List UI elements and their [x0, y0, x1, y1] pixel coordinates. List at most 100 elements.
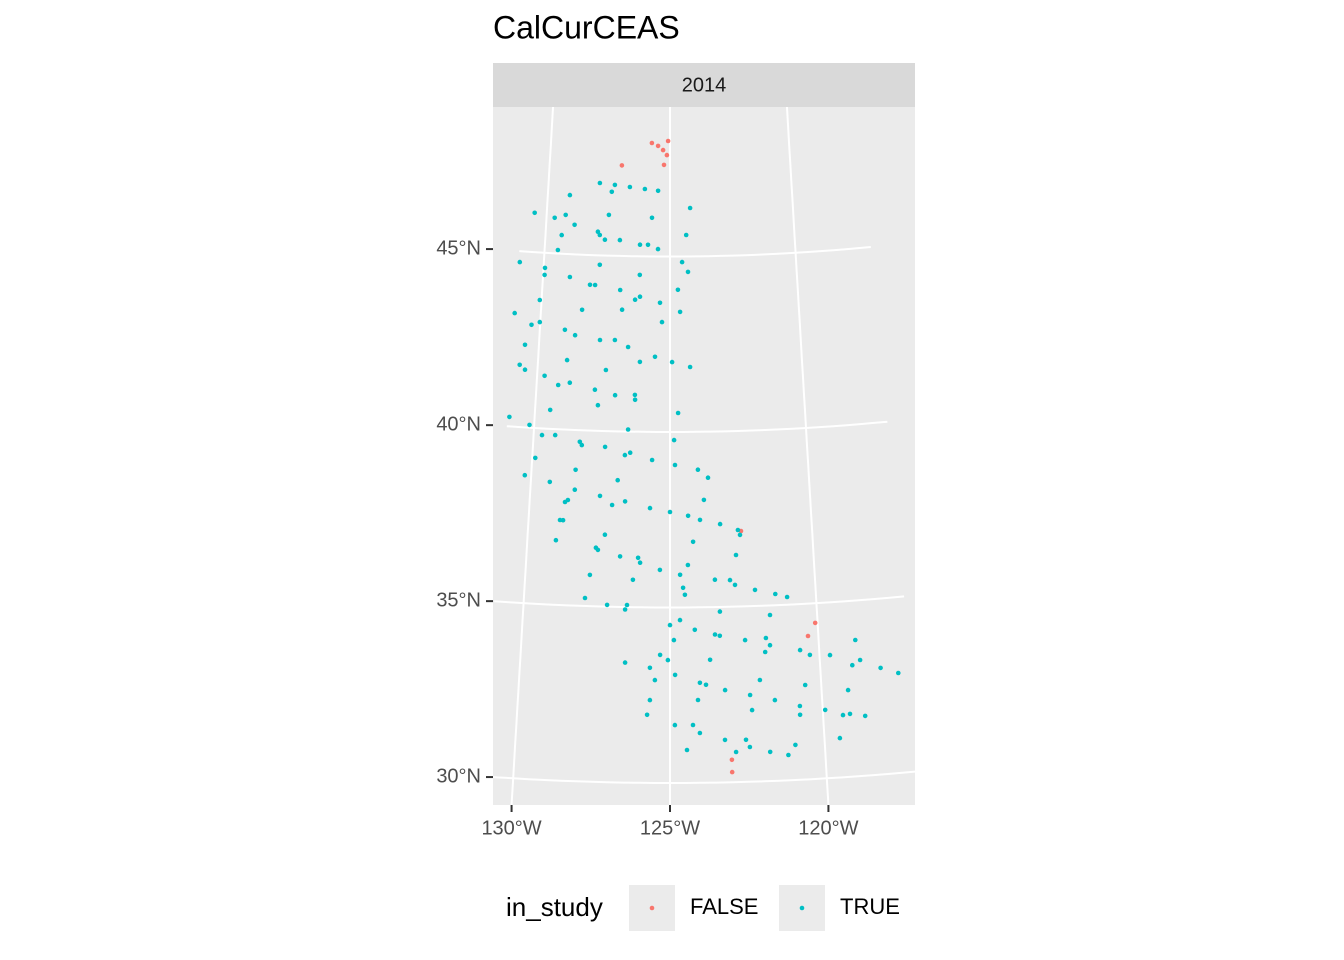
point — [677, 309, 683, 315]
y-tick-label: 30°N — [436, 765, 481, 787]
point — [622, 660, 628, 665]
point — [672, 722, 678, 728]
point — [627, 450, 633, 456]
point — [712, 632, 718, 637]
point — [529, 322, 534, 328]
point — [602, 237, 608, 242]
point — [630, 577, 636, 583]
point — [617, 237, 623, 243]
point — [617, 554, 623, 559]
point — [665, 138, 671, 144]
point — [672, 462, 678, 468]
facet-label: 2014 — [682, 74, 727, 96]
legend-label: FALSE — [690, 894, 758, 919]
point — [635, 555, 641, 561]
point — [517, 259, 523, 265]
point — [602, 444, 608, 450]
point — [612, 392, 618, 398]
point — [845, 687, 851, 693]
point — [602, 532, 608, 537]
point — [797, 703, 803, 709]
point — [862, 713, 868, 719]
point — [572, 332, 578, 338]
point — [717, 521, 723, 527]
point — [840, 712, 846, 718]
point — [747, 692, 753, 698]
point — [642, 186, 648, 192]
points — [507, 138, 901, 775]
point — [537, 297, 543, 303]
point — [587, 282, 593, 288]
point — [572, 222, 577, 228]
point — [619, 307, 625, 313]
point — [637, 272, 643, 278]
point — [767, 642, 773, 648]
point — [672, 672, 678, 678]
facet-strip — [493, 63, 915, 107]
point — [587, 572, 593, 578]
point — [747, 744, 753, 750]
point — [671, 637, 677, 643]
point — [773, 591, 778, 597]
point — [615, 477, 620, 483]
point — [655, 188, 661, 194]
point — [609, 189, 615, 195]
grid-line — [785, 107, 830, 805]
point — [555, 382, 561, 388]
point — [619, 163, 625, 168]
point — [732, 582, 738, 588]
point — [767, 612, 773, 618]
point — [592, 282, 598, 288]
graticule — [493, 107, 915, 805]
point — [647, 697, 653, 703]
point — [563, 212, 568, 218]
point — [797, 712, 803, 718]
point — [542, 265, 548, 271]
point — [624, 602, 630, 608]
point — [652, 677, 658, 683]
point — [617, 287, 623, 293]
point — [597, 232, 603, 238]
axes: 130°W 125°W 120°W 30°N 35°N 40°N 45°N — [436, 237, 858, 839]
point — [707, 657, 713, 663]
grid-line — [493, 770, 915, 784]
point — [606, 212, 612, 218]
point — [532, 210, 537, 216]
point — [757, 677, 763, 683]
legend-swatch — [649, 905, 655, 911]
point — [703, 682, 709, 688]
point — [802, 682, 808, 688]
x-tick-label: 120°W — [798, 817, 858, 839]
point — [522, 342, 528, 348]
point — [679, 259, 685, 265]
x-tick-label: 125°W — [640, 817, 700, 839]
point — [644, 712, 650, 718]
point — [595, 402, 601, 408]
point — [657, 300, 663, 306]
point — [597, 337, 603, 343]
point — [572, 487, 578, 493]
point — [625, 427, 631, 432]
point — [727, 577, 733, 583]
point — [649, 140, 655, 146]
chart-title: CalCurCEAS — [493, 9, 680, 45]
point — [737, 532, 743, 538]
point — [632, 392, 638, 398]
point — [685, 269, 691, 275]
point — [637, 359, 643, 365]
point — [660, 147, 666, 153]
point — [592, 387, 598, 393]
point — [522, 472, 528, 478]
point — [677, 617, 683, 623]
point — [722, 687, 728, 693]
grid-line — [510, 107, 555, 805]
point — [657, 652, 663, 658]
point — [533, 455, 538, 461]
point — [667, 622, 673, 628]
point — [733, 749, 739, 755]
point — [647, 505, 653, 511]
legend: FALSE TRUE — [629, 885, 900, 931]
grid-line — [494, 595, 905, 609]
point — [637, 242, 643, 247]
point — [559, 232, 564, 238]
